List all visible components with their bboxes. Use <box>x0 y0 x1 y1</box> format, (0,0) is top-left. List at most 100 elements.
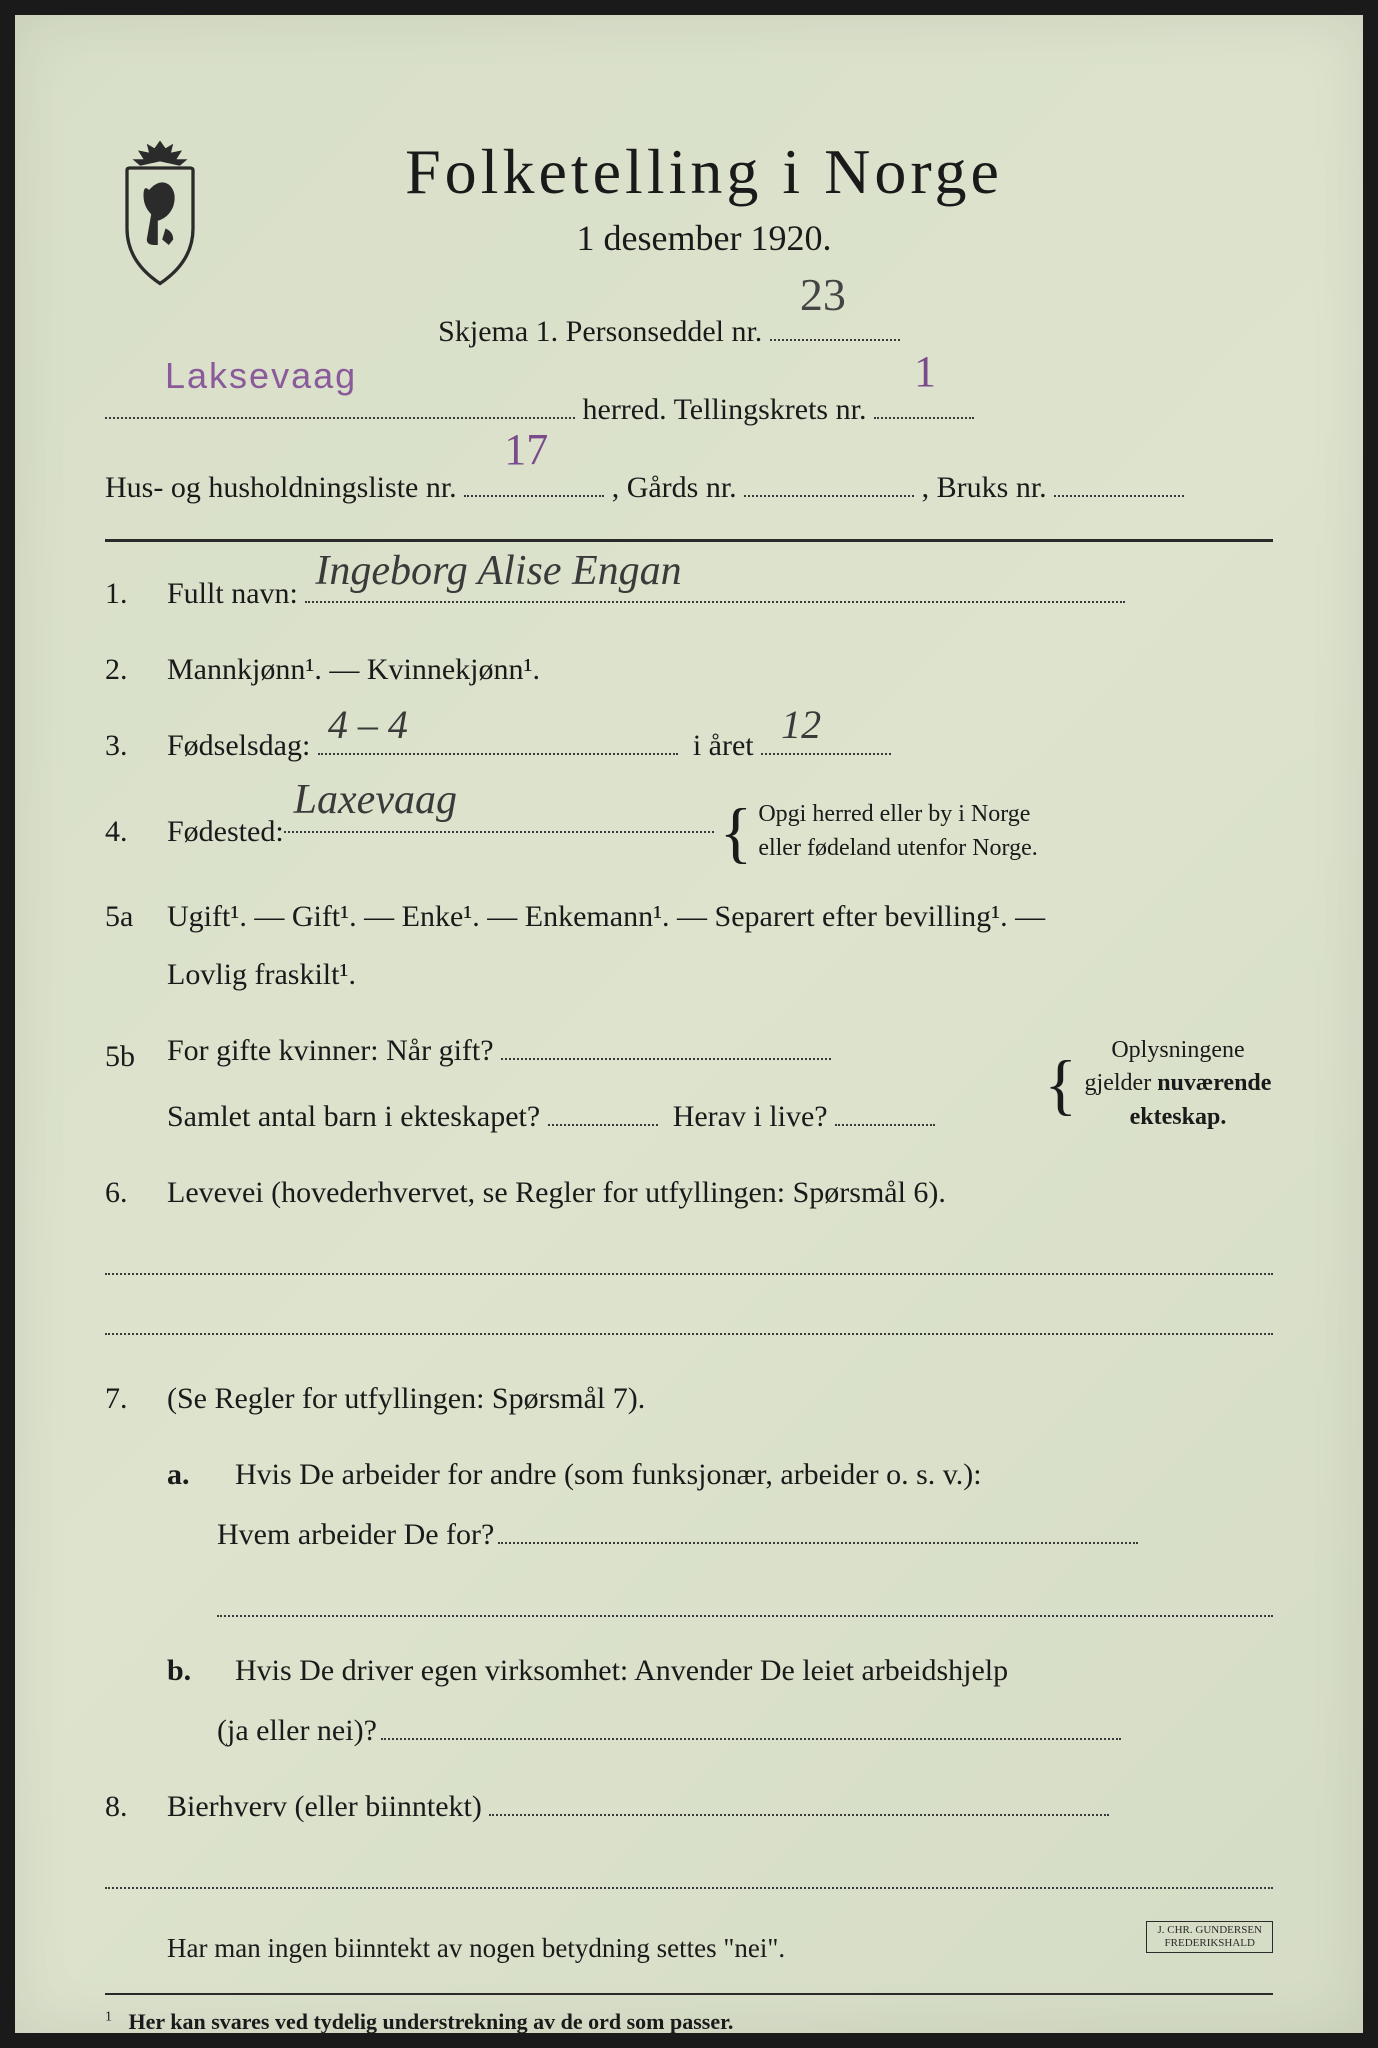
q6-num: 6. <box>105 1169 167 1217</box>
q7a-letter: a. <box>167 1451 217 1499</box>
divider-1 <box>105 539 1273 542</box>
q5b-text2: Samlet antal barn i ekteskapet? <box>167 1100 540 1133</box>
q4-note: Opgi herred eller by i Norge eller fødel… <box>758 798 1037 865</box>
q8-field <box>489 1814 1109 1816</box>
personseddel-value: 23 <box>800 244 846 345</box>
q7b-letter: b. <box>167 1647 217 1695</box>
q7b-text2: (ja eller nei)? <box>217 1707 377 1755</box>
q7-content: (Se Regler for utfyllingen: Spørsmål 7). <box>167 1375 1273 1423</box>
q5b-note3: ekteskap. <box>1130 1104 1227 1130</box>
q2-content: Mannkjønn¹. — Kvinnekjønn¹. <box>167 646 1273 694</box>
q1-value: Ingeborg Alise Engan <box>315 538 681 605</box>
q7a-row2: Hvem arbeider De for? <box>105 1511 1273 1559</box>
herred-label: herred. Tellingskrets nr. <box>583 393 867 426</box>
q2-num: 2. <box>105 646 167 694</box>
bottom-note: Har man ingen biinntekt av nogen betydni… <box>105 1919 1273 1978</box>
q8-text: Bierhverv (eller biinntekt) <box>167 1790 482 1823</box>
q1-content: Fullt navn: Ingeborg Alise Engan <box>167 570 1273 618</box>
q6-row: 6. Levevei (hovederhvervet, se Regler fo… <box>105 1169 1273 1217</box>
q5b-note2: gjelder nuværende <box>1085 1070 1272 1096</box>
q3-day-value: 4 – 4 <box>328 693 408 757</box>
skjema-label: Skjema 1. Personseddel nr. <box>438 315 762 348</box>
husholdning-field: 17 <box>464 495 604 497</box>
title-block: Folketelling i Norge 1 desember 1920. <box>245 135 1273 289</box>
q6-blank-2 <box>105 1305 1273 1335</box>
q6-content: Levevei (hovederhvervet, se Regler for u… <box>167 1169 1273 1217</box>
q5a-content2: Lovlig fraskilt¹. <box>167 951 1273 999</box>
q5b-text3: Herav i live? <box>673 1100 828 1133</box>
printer-2: FREDERIKSHALD <box>1157 1937 1262 1950</box>
q3-content: Fødselsdag: 4 – 4 i året 12 <box>167 722 1273 770</box>
q1-label: Fullt navn: <box>167 577 298 610</box>
q4-row: 4. Fødested: Laxevaag { Opgi herred elle… <box>105 798 1273 865</box>
tellingskrets-value: 1 <box>914 324 936 421</box>
q5a-content: Ugift¹. — Gift¹. — Enke¹. — Enkemann¹. —… <box>167 893 1273 941</box>
q5b-lines: For gifte kvinner: Når gift? Samlet anta… <box>167 1027 1038 1141</box>
q7a-row: a. Hvis De arbeider for andre (som funks… <box>105 1451 1273 1499</box>
q1-num: 1. <box>105 570 167 618</box>
crest-svg <box>105 135 215 289</box>
q5a-row: 5a Ugift¹. — Gift¹. — Enke¹. — Enkemann¹… <box>105 893 1273 941</box>
q5b-barn-field <box>548 1124 658 1126</box>
q7b-content: Hvis De driver egen virksomhet: Anvender… <box>235 1647 1273 1695</box>
q5b-num: 5b <box>105 1027 167 1081</box>
q5b-live-field <box>835 1124 935 1126</box>
q3-year-field: 12 <box>761 753 891 755</box>
q5b-note1: Oplysningene <box>1111 1037 1244 1063</box>
q5a-num: 5a <box>105 893 167 941</box>
header: Folketelling i Norge 1 desember 1920. <box>105 135 1273 289</box>
brace-icon-1: { <box>720 815 753 849</box>
divider-2 <box>105 1993 1273 1995</box>
q5b-line1: For gifte kvinner: Når gift? <box>167 1027 1038 1075</box>
hus-label: Hus- og husholdningsliste nr. <box>105 471 457 504</box>
q3-row: 3. Fødselsdag: 4 – 4 i året 12 <box>105 722 1273 770</box>
personseddel-field: 23 <box>770 339 900 341</box>
q4-label: Fødested: <box>167 808 284 856</box>
q8-row: 8. Bierhverv (eller biinntekt) <box>105 1783 1273 1831</box>
q4-value: Laxevaag <box>294 767 457 834</box>
q5a-row2: Lovlig fraskilt¹. <box>105 951 1273 999</box>
q4-note-2: eller fødeland utenfor Norge. <box>758 835 1037 861</box>
q4-note-1: Opgi herred eller by i Norge <box>758 801 1030 827</box>
herred-stamp: Laksevaag <box>165 336 357 415</box>
bruks-label: , Bruks nr. <box>922 471 1047 504</box>
q5b-content: For gifte kvinner: Når gift? Samlet anta… <box>167 1027 1273 1141</box>
gards-field <box>744 495 914 497</box>
q7-num: 7. <box>105 1375 167 1423</box>
q6-blank-1 <box>105 1245 1273 1275</box>
q4-field: Laxevaag <box>284 831 714 833</box>
q4-content: Fødested: Laxevaag { Opgi herred eller b… <box>167 798 1273 865</box>
q3-day-field: 4 – 4 <box>318 753 678 755</box>
herred-line: Laksevaag herred. Tellingskrets nr. 1 <box>105 377 1273 443</box>
q7b-row2: (ja eller nei)? <box>105 1707 1273 1755</box>
q7a-content: Hvis De arbeider for andre (som funksjon… <box>235 1451 1273 1499</box>
q5b-note: Oplysningene gjelder nuværende ekteskap. <box>1083 1034 1273 1135</box>
q7b-field <box>381 1738 1121 1740</box>
page-wrapper: Folketelling i Norge 1 desember 1920. Sk… <box>0 0 1378 2048</box>
husholdning-value: 17 <box>504 402 548 499</box>
q8-content: Bierhverv (eller biinntekt) <box>167 1783 1273 1831</box>
q8-blank <box>105 1859 1273 1889</box>
q4-num: 4. <box>105 808 167 856</box>
printer-mark: J. CHR. GUNDERSEN FREDERIKSHALD <box>1146 1921 1273 1953</box>
footnote-marker: 1 <box>105 2009 112 2024</box>
hus-line: Hus- og husholdningsliste nr. 17 , Gårds… <box>105 455 1273 521</box>
brace-icon-2: { <box>1044 1067 1077 1101</box>
coat-of-arms-icon <box>105 135 215 285</box>
q2-row: 2. Mannkjønn¹. — Kvinnekjønn¹. <box>105 646 1273 694</box>
paper-document: Folketelling i Norge 1 desember 1920. Sk… <box>15 15 1363 2033</box>
q8-num: 8. <box>105 1783 167 1831</box>
q5b-gift-field <box>501 1058 831 1060</box>
q3-label: Fødselsdag: <box>167 729 310 762</box>
q1-row: 1. Fullt navn: Ingeborg Alise Engan <box>105 570 1273 618</box>
q7-row: 7. (Se Regler for utfyllingen: Spørsmål … <box>105 1375 1273 1423</box>
printer-1: J. CHR. GUNDERSEN <box>1157 1924 1262 1937</box>
q3-num: 3. <box>105 722 167 770</box>
q3-year-value: 12 <box>781 693 821 757</box>
q7a-blank <box>217 1587 1273 1617</box>
footnote: 1 Her kan svares ved tydelig understrekn… <box>105 2009 1273 2035</box>
q5b-row: 5b For gifte kvinner: Når gift? Samlet a… <box>105 1027 1273 1141</box>
tellingskrets-field: 1 <box>874 417 974 419</box>
q7a-field <box>498 1542 1138 1544</box>
q5b-text1: For gifte kvinner: Når gift? <box>167 1034 494 1067</box>
